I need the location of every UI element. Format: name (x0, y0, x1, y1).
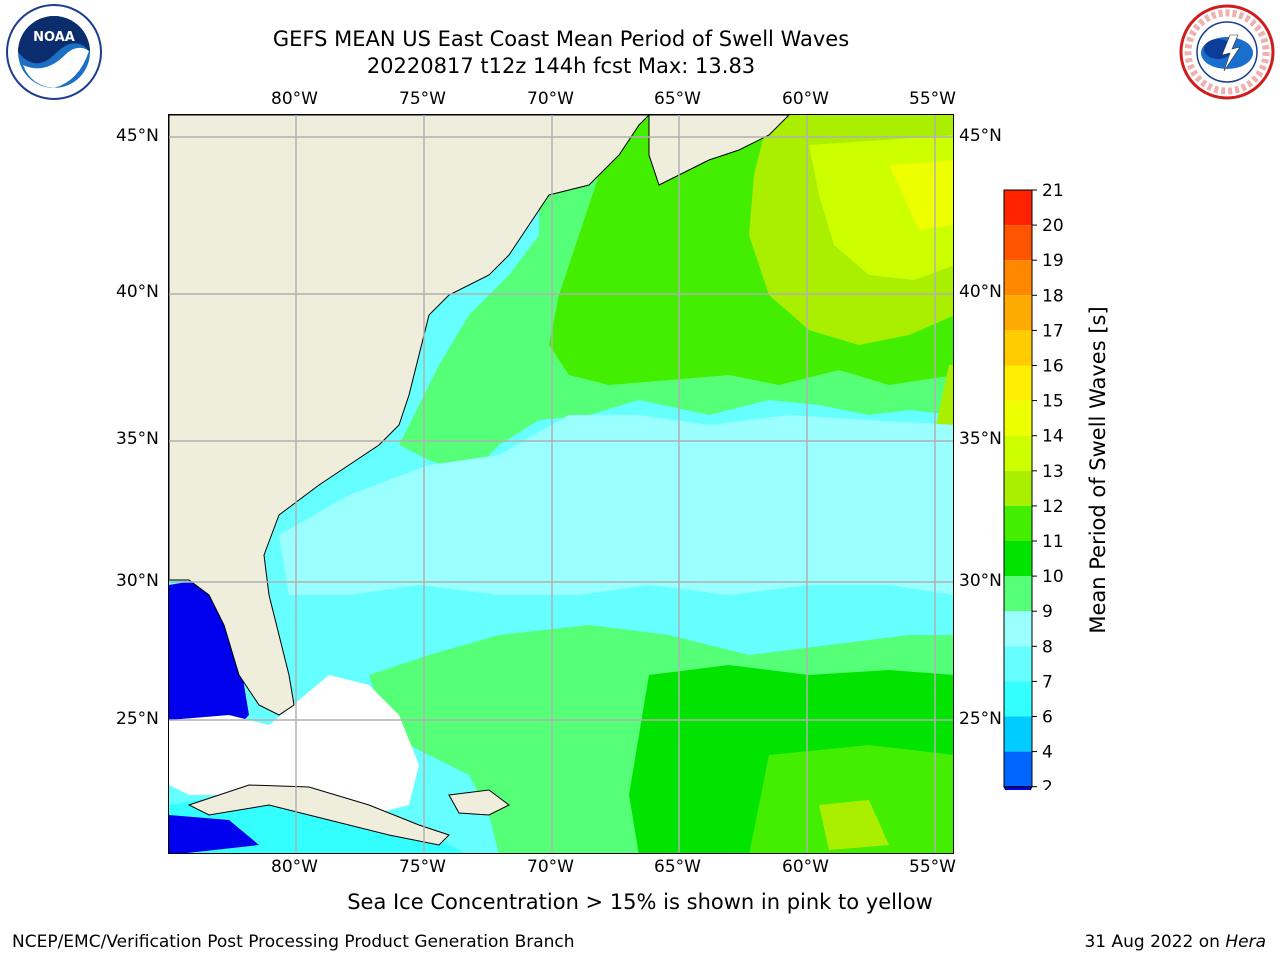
colorbar-tick-label: 20 (1042, 216, 1064, 236)
lat-label-left: 30°N (116, 571, 159, 591)
lon-label-bottom: 80°W (271, 857, 318, 877)
colorbar-tick-label: 17 (1042, 321, 1064, 341)
map-panel (168, 114, 954, 854)
lat-label-right: 35°N (959, 429, 1002, 449)
colorbar-segment (1004, 505, 1032, 541)
nws-logo (1178, 3, 1276, 101)
colorbar-tick-label: 10 (1042, 567, 1064, 587)
lon-label-top: 70°W (527, 89, 574, 109)
colorbar-segment (1004, 751, 1032, 787)
colorbar-tick-label: 16 (1042, 357, 1064, 377)
colorbar-tick-label: 19 (1042, 251, 1064, 271)
lon-label-top: 75°W (399, 89, 446, 109)
chart-subtitle: 20220817 t12z 144h fcst Max: 13.83 (366, 54, 756, 78)
lat-label-left: 40°N (116, 282, 159, 302)
colorbar: 21 20 19 18 17 16 15 14 13 12 11 10 9 8 7 6 4 2 (990, 180, 1080, 816)
colorbar-label: Mean Period of Swell Waves [s] (1086, 306, 1110, 634)
colorbar-tick-label: 15 (1042, 392, 1064, 412)
colorbar-segment (1004, 365, 1032, 401)
chart-title: GEFS MEAN US East Coast Mean Period of S… (272, 27, 850, 51)
colorbar-segment (1004, 470, 1032, 506)
colorbar-segment (1004, 611, 1032, 647)
date-stamp: 31 Aug 2022 on Hera (1084, 932, 1266, 952)
lon-label-bottom: 65°W (654, 857, 701, 877)
colorbar-segment (1004, 716, 1032, 752)
colorbar-tick-label: 7 (1042, 672, 1053, 692)
colorbar-tick-label: 21 (1042, 181, 1064, 201)
colorbar-tick-label: 4 (1042, 743, 1053, 763)
colorbar-segment (1004, 260, 1032, 296)
colorbar-tick-label: 18 (1042, 286, 1064, 306)
colorbar-segment (1004, 295, 1032, 331)
colorbar-segment (1004, 541, 1032, 577)
lon-label-bottom: 60°W (782, 857, 829, 877)
sea-ice-note: Sea Ice Concentration > 15% is shown in … (347, 890, 933, 914)
lat-label-left: 25°N (116, 709, 159, 729)
lat-label-right: 30°N (959, 571, 1002, 591)
credit-text: NCEP/EMC/Verification Post Processing Pr… (12, 932, 575, 952)
colorbar-outline (1003, 189, 1033, 788)
colorbar-segment (1004, 681, 1032, 717)
lon-label-top: 65°W (654, 89, 701, 109)
colorbar-segment (1004, 646, 1032, 682)
lon-label-bottom: 70°W (527, 857, 574, 877)
colorbar-segment (1004, 225, 1032, 261)
lat-label-left: 45°N (116, 126, 159, 146)
lat-label-left: 35°N (116, 429, 159, 449)
lat-label-right: 40°N (959, 282, 1002, 302)
colorbar-segment (1004, 330, 1032, 366)
lat-label-right: 25°N (959, 709, 1002, 729)
colorbar-segment (1004, 400, 1032, 436)
date-text: 31 Aug 2022 on (1084, 932, 1226, 952)
lat-label-right: 45°N (959, 126, 1002, 146)
colorbar-segment (1004, 435, 1032, 471)
noaa-logo: NOAA (5, 3, 103, 101)
colorbar-tick-label: 6 (1042, 708, 1053, 728)
lon-label-top: 80°W (271, 89, 318, 109)
colorbar-tick-label: 2 (1042, 778, 1053, 790)
lon-label-bottom: 55°W (909, 857, 956, 877)
noaa-logo-text: NOAA (33, 30, 75, 45)
colorbar-tick-label: 11 (1042, 532, 1064, 552)
colorbar-tick-label: 8 (1042, 637, 1053, 657)
machine-name: Hera (1225, 932, 1266, 952)
lon-label-top: 55°W (909, 89, 956, 109)
colorbar-segment (1004, 576, 1032, 612)
colorbar-tick-label: 14 (1042, 427, 1064, 447)
lon-label-bottom: 75°W (399, 857, 446, 877)
lon-label-top: 60°W (782, 89, 829, 109)
colorbar-tick-label: 13 (1042, 462, 1064, 482)
colorbar-segment (1004, 190, 1032, 226)
swell-period-map (169, 115, 953, 853)
colorbar-tick-label: 9 (1042, 602, 1053, 622)
colorbar-tick-label: 12 (1042, 497, 1064, 517)
